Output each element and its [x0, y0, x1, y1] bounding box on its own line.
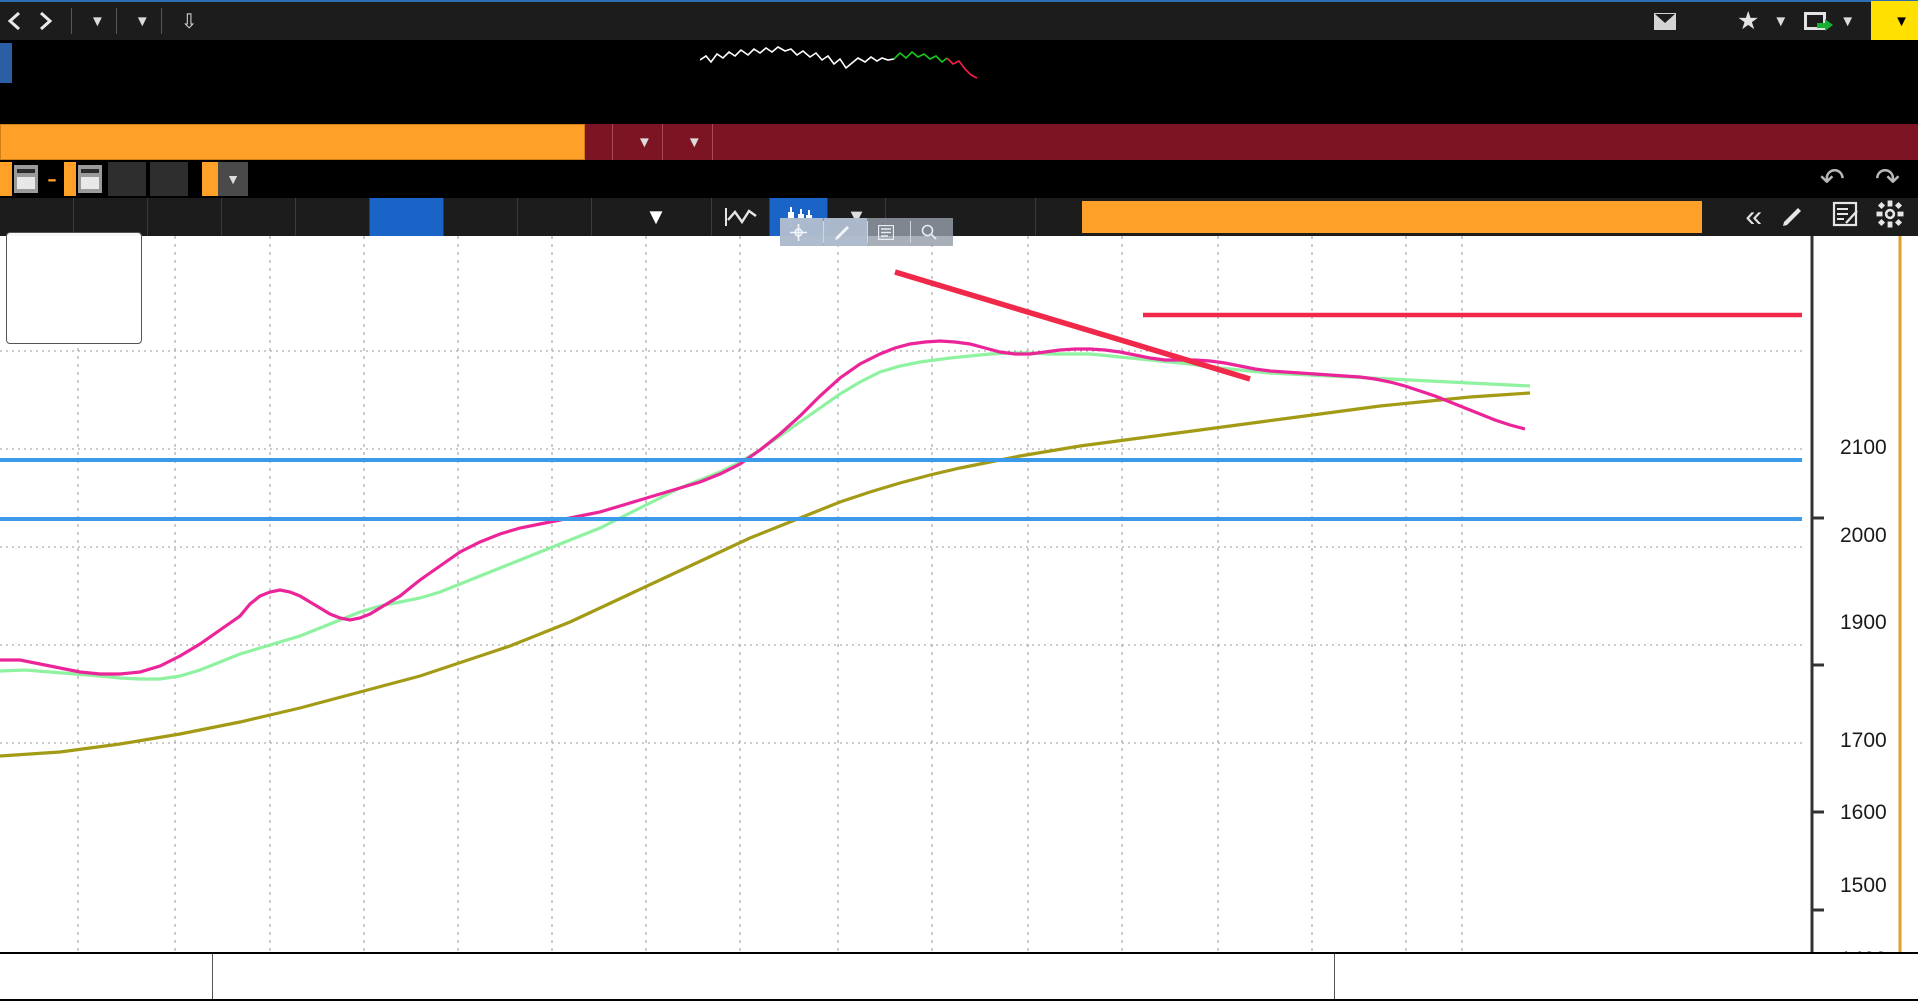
chart-tools-toolbar	[780, 218, 953, 246]
chevron-down-icon[interactable]: ▼	[1773, 12, 1789, 30]
period-1d[interactable]	[0, 198, 74, 236]
security-color-tick	[0, 43, 12, 83]
edit-chart-button[interactable]	[1780, 205, 1814, 229]
redo-icon[interactable]: ↷	[1874, 162, 1900, 196]
prev-period-button[interactable]	[108, 162, 146, 196]
edit-button[interactable]: ▼	[662, 124, 713, 160]
table-button[interactable]	[886, 198, 1036, 236]
chevron-down-icon[interactable]: ▼	[1894, 12, 1909, 30]
horizontal-gridlines	[0, 350, 1802, 744]
chart-canvas[interactable]: 2100 2000 1900 1700 1600 1500 1400	[0, 236, 1918, 971]
undo-icon[interactable]: ↶	[1819, 162, 1845, 196]
y-tick-1900: 1900	[1840, 611, 1887, 634]
back-icon[interactable]	[0, 9, 30, 33]
ticker-input[interactable]	[0, 124, 585, 160]
date-range-bar: - ▼ ↶ ↷	[0, 160, 1918, 198]
divider	[115, 8, 117, 34]
chevron-down-icon[interactable]: ▼	[218, 162, 248, 196]
zoom-tool-button[interactable]	[911, 218, 953, 246]
divider	[823, 221, 824, 243]
export-window-icon	[1804, 12, 1834, 31]
add-data-input[interactable]	[1082, 201, 1702, 233]
price-axis-ticks	[1812, 516, 1824, 912]
trendline-descending	[894, 269, 1251, 382]
price-chart-svg	[0, 236, 1918, 952]
help-button[interactable]: ▼	[1871, 1, 1918, 41]
next-period-button[interactable]	[150, 162, 188, 196]
y-tick-2000: 2000	[1840, 524, 1887, 547]
period-5y[interactable]	[444, 198, 518, 236]
y-tick-1600: 1600	[1840, 801, 1887, 824]
start-date-input[interactable]	[0, 162, 12, 196]
chevron-down-icon[interactable]: ▼	[645, 204, 667, 229]
forward-icon[interactable]	[30, 9, 60, 33]
suggested-charts-button[interactable]	[585, 124, 613, 160]
star-icon: ★	[1737, 6, 1760, 35]
line-chart-icon[interactable]	[712, 198, 770, 236]
annotate-tool-button[interactable]	[824, 218, 867, 246]
pencil-icon	[835, 225, 849, 240]
favorites-button[interactable]: ★ ▼	[1737, 6, 1789, 35]
double-chevron-down-icon[interactable]: ⇩	[180, 10, 198, 33]
divider	[71, 8, 72, 34]
chevron-down-icon[interactable]: ▼	[637, 133, 652, 151]
sparkline-svg	[699, 46, 978, 79]
calendar-icon[interactable]	[14, 165, 38, 193]
y-tick-1500: 1500	[1840, 874, 1887, 897]
chart-legend[interactable]	[6, 232, 142, 344]
chevron-right-glyph	[40, 11, 53, 31]
news-tool-button[interactable]	[868, 218, 910, 246]
quote-line	[0, 40, 1918, 86]
chevron-down-icon[interactable]: ▼	[90, 12, 105, 30]
news-icon	[878, 224, 894, 240]
period-toolbar: ▼ ▼ «	[0, 198, 1918, 236]
divider	[910, 221, 911, 243]
period-max[interactable]	[518, 198, 592, 236]
x-axis	[0, 952, 1918, 1001]
crosshair-icon	[790, 223, 807, 241]
gear-glyph	[1876, 200, 1904, 227]
gear-icon[interactable]	[1876, 200, 1904, 235]
period-6m[interactable]	[222, 198, 296, 236]
end-date-input[interactable]	[64, 162, 76, 196]
collapse-panel-icon[interactable]: «	[1745, 200, 1762, 233]
plot-area	[0, 269, 1802, 758]
calendar-icon[interactable]	[78, 165, 102, 193]
window-export-button[interactable]: ▼	[1804, 12, 1856, 31]
magnifier-icon	[921, 224, 937, 240]
y-tick-2100: 2100	[1840, 436, 1887, 459]
divider	[160, 8, 162, 34]
top-navigation-bar: ▼ ▼ ⇩ ★ ▼ ▼ ▼	[0, 0, 1918, 41]
period-1y[interactable]	[370, 198, 444, 236]
pencil-icon	[1783, 208, 1801, 226]
period-3d[interactable]	[74, 198, 148, 236]
period-1m[interactable]	[148, 198, 222, 236]
y-tick-1700: 1700	[1840, 729, 1887, 752]
year-divider-2021	[1334, 954, 1335, 1001]
date-separator: -	[47, 162, 57, 195]
annotate-panel-icon[interactable]	[1832, 201, 1858, 234]
currency-selector[interactable]	[202, 162, 218, 196]
envelope-icon	[1654, 12, 1676, 30]
ohlc-line	[0, 84, 1918, 126]
divider	[867, 221, 868, 243]
track-tool-button[interactable]	[780, 218, 823, 246]
actions-button[interactable]: ▼	[613, 124, 663, 160]
line-chart-glyph	[724, 208, 757, 226]
annotate-glyph	[1832, 201, 1858, 226]
smavg-fast-line	[0, 339, 1526, 676]
function-bar: ▼ ▼	[0, 124, 1918, 160]
sparkline	[699, 44, 980, 84]
year-divider-2020	[212, 954, 213, 1001]
period-ytd[interactable]	[296, 198, 370, 236]
interval-selector[interactable]: ▼	[592, 198, 712, 236]
chevron-left-glyph	[7, 11, 20, 31]
message-button[interactable]	[1654, 12, 1685, 30]
smavg-slow-line	[0, 391, 1531, 758]
chevron-down-icon[interactable]: ▼	[686, 133, 702, 151]
chevron-down-icon[interactable]: ▼	[134, 12, 150, 30]
bottom-border	[0, 999, 1918, 1001]
chart-title	[712, 124, 1918, 160]
chevron-down-icon[interactable]: ▼	[1840, 12, 1856, 30]
